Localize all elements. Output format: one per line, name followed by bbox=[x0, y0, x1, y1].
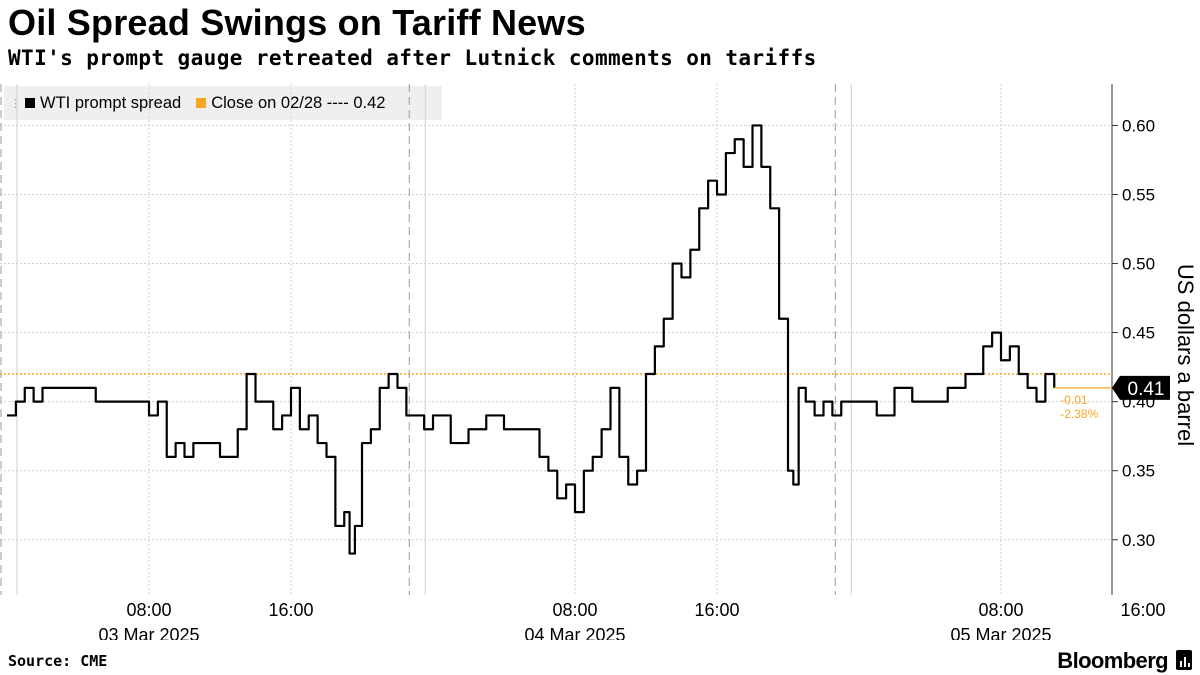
last-value-label: 0.41 bbox=[1128, 379, 1165, 400]
x-tick-date-label: 04 Mar 2025 bbox=[524, 625, 625, 640]
source-note: Source: CME bbox=[8, 652, 108, 670]
legend-label-series: WTI prompt spread bbox=[40, 93, 182, 112]
legend-item-series: WTI prompt spread bbox=[25, 94, 181, 113]
legend-label-close: Close on 02/28 ---- 0.42 bbox=[211, 93, 386, 112]
x-tick-date-label: 05 Mar 2025 bbox=[950, 625, 1051, 640]
chart-title: Oil Spread Swings on Tariff News bbox=[8, 2, 586, 43]
legend-swatch-series bbox=[25, 98, 35, 108]
y-tick-label: 0.55 bbox=[1122, 185, 1155, 204]
x-tick-time-label: 08:00 bbox=[126, 600, 171, 620]
legend-item-close: Close on 02/28 ---- 0.42 bbox=[196, 94, 385, 113]
x-tick-time-label: 08:00 bbox=[978, 600, 1023, 620]
x-tick-time-label: 16:00 bbox=[1120, 600, 1165, 620]
last-value-badge bbox=[1112, 375, 1170, 400]
brand-logo: Bloomberg bbox=[1057, 648, 1168, 673]
brand-chart-icon bbox=[1176, 650, 1192, 670]
chart-subtitle: WTI's prompt gauge retreated after Lutni… bbox=[8, 46, 817, 70]
x-tick-time-label: 08:00 bbox=[552, 600, 597, 620]
x-tick-time-label: 16:00 bbox=[694, 600, 739, 620]
y-tick-label: 0.60 bbox=[1122, 116, 1155, 135]
last-change-label: -0.01 bbox=[1060, 393, 1088, 407]
y-axis-label: US dollars a barrel bbox=[1173, 264, 1198, 446]
y-tick-label: 0.50 bbox=[1122, 255, 1155, 274]
legend-drag-icon: ⋮ bbox=[10, 97, 21, 110]
last-change-pct-label: -2.38% bbox=[1060, 407, 1098, 421]
y-tick-label: 0.30 bbox=[1122, 531, 1155, 550]
x-tick-date-label: 03 Mar 2025 bbox=[98, 625, 199, 640]
x-tick-time-label: 16:00 bbox=[268, 600, 313, 620]
legend: ⋮ WTI prompt spread Close on 02/28 ---- … bbox=[4, 86, 442, 120]
legend-swatch-close bbox=[196, 98, 207, 108]
y-tick-label: 0.45 bbox=[1122, 324, 1155, 343]
y-tick-label: 0.35 bbox=[1122, 462, 1155, 481]
series-line bbox=[7, 124, 1056, 555]
